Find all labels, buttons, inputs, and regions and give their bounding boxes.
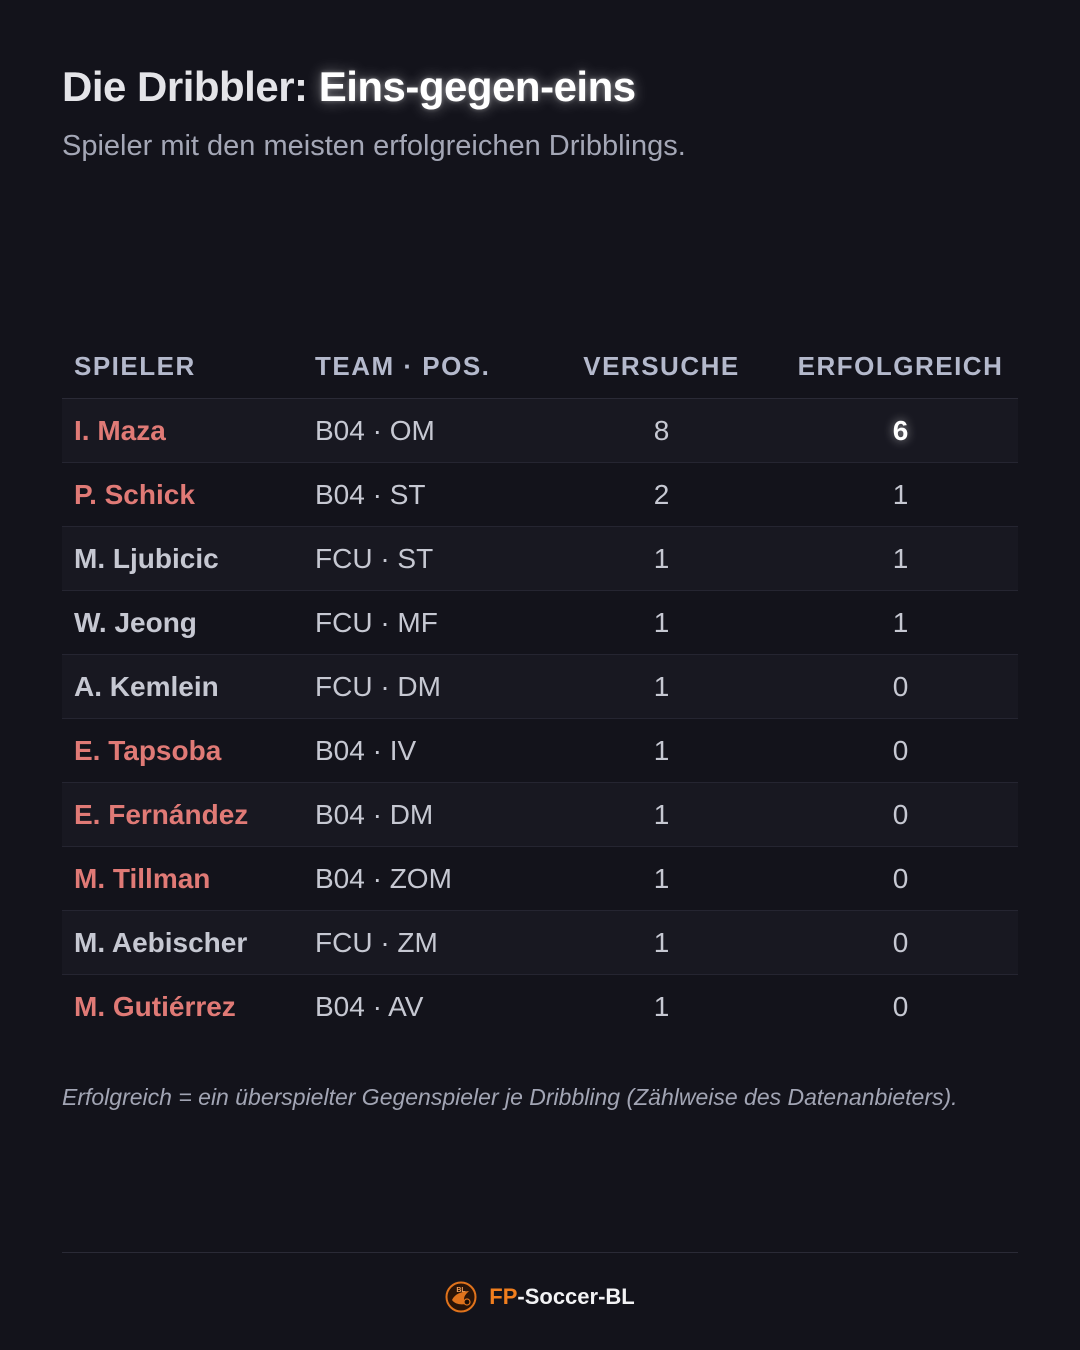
title-main: Die Dribbler: [62, 63, 319, 110]
successful-value: 0 [783, 782, 1018, 847]
table-row: M. Gutiérrez B04 · AV 1 0 [62, 975, 1018, 1039]
brand-suffix: -Soccer-BL [517, 1284, 635, 1309]
attempts-value: 1 [540, 718, 783, 783]
team-position: FCU · MF [303, 590, 540, 655]
attempts-value: 1 [653, 990, 670, 1022]
attempts-value: 1 [540, 846, 783, 911]
team-position: FCU · ST [303, 526, 540, 591]
player-name: E. Fernández [62, 782, 303, 847]
page-subtitle: Spieler mit den meisten erfolgreichen Dr… [62, 130, 686, 162]
player-name: W. Jeong [62, 590, 303, 655]
team-position: B04 · IV [303, 718, 540, 783]
successful-value: 1 [783, 526, 1018, 591]
player-name: I. Maza [62, 398, 303, 463]
table-row: I. Maza B04 · OM 8 6 [62, 398, 1018, 463]
footnote: Erfolgreich = ein überspielter Gegenspie… [62, 1084, 958, 1110]
brand-prefix: FP [489, 1284, 518, 1309]
dribbling-stats-table: SPIELER TEAM · POS. VERSUCHE ERFOLGREICH… [62, 334, 1018, 1038]
successful-value: 0 [783, 910, 1018, 975]
attempts-value: 8 [540, 398, 783, 463]
header: Die Dribbler: Eins-gegen-eins Spieler mi… [62, 60, 1018, 164]
table-row: M. Tillman B04 · ZOM 1 0 [62, 846, 1018, 911]
successful-value: 6 [783, 398, 1018, 463]
attempts-value: 1 [540, 526, 783, 591]
team-position: FCU · ZM [303, 910, 540, 975]
attempts-value: 1 [540, 910, 783, 975]
player-name: M. Tillman [62, 846, 303, 911]
player-name: M. Ljubicic [62, 526, 303, 591]
table-row: W. Jeong FCU · MF 1 1 [62, 590, 1018, 655]
logo-lettering: BL [457, 1287, 467, 1294]
table-row: A. Kemlein FCU · DM 1 0 [62, 654, 1018, 719]
player-name: P. Schick [62, 462, 303, 527]
player-name: M. Aebischer [62, 910, 303, 975]
team-position: B04 · DM [303, 782, 540, 847]
column-header-player: SPIELER [62, 334, 303, 399]
brand-footer: BL FP-Soccer-BL [0, 1280, 1080, 1314]
team-position: B04 · AV [315, 990, 424, 1022]
successful-value: 0 [892, 990, 909, 1022]
table-row: E. Tapsoba B04 · IV 1 0 [62, 718, 1018, 783]
title-accent: Eins-gegen-eins [318, 63, 636, 110]
footer-divider [62, 1252, 1018, 1253]
column-header-successful: ERFOLGREICH [783, 334, 1018, 399]
successful-value: 1 [783, 590, 1018, 655]
column-header-attempts: VERSUCHE [540, 334, 783, 399]
attempts-value: 1 [540, 782, 783, 847]
table-row: M. Aebischer FCU · ZM 1 0 [62, 910, 1018, 975]
team-position: B04 · ST [303, 462, 540, 527]
player-name: A. Kemlein [62, 654, 303, 719]
brand-name: FP-Soccer-BL [489, 1284, 634, 1310]
attempts-value: 2 [540, 462, 783, 527]
team-position: B04 · ZOM [303, 846, 540, 911]
fp-soccer-bl-logo-icon: BL [445, 1281, 477, 1313]
table-row: P. Schick B04 · ST 2 1 [62, 462, 1018, 527]
successful-value: 1 [783, 462, 1018, 527]
table-header-row: SPIELER TEAM · POS. VERSUCHE ERFOLGREICH [62, 334, 1018, 399]
attempts-value: 1 [540, 590, 783, 655]
team-position: FCU · DM [303, 654, 540, 719]
team-position: B04 · OM [303, 398, 540, 463]
attempts-value: 1 [540, 654, 783, 719]
successful-value: 0 [783, 718, 1018, 783]
player-name: E. Tapsoba [62, 718, 303, 783]
table-row: M. Ljubicic FCU · ST 1 1 [62, 526, 1018, 591]
successful-value: 0 [783, 846, 1018, 911]
table-row: E. Fernández B04 · DM 1 0 [62, 782, 1018, 847]
player-name: M. Gutiérrez [74, 990, 236, 1022]
page-title: Die Dribbler: Eins-gegen-eins [62, 60, 1018, 114]
column-header-team-pos: TEAM · POS. [303, 334, 540, 399]
successful-value: 0 [783, 654, 1018, 719]
